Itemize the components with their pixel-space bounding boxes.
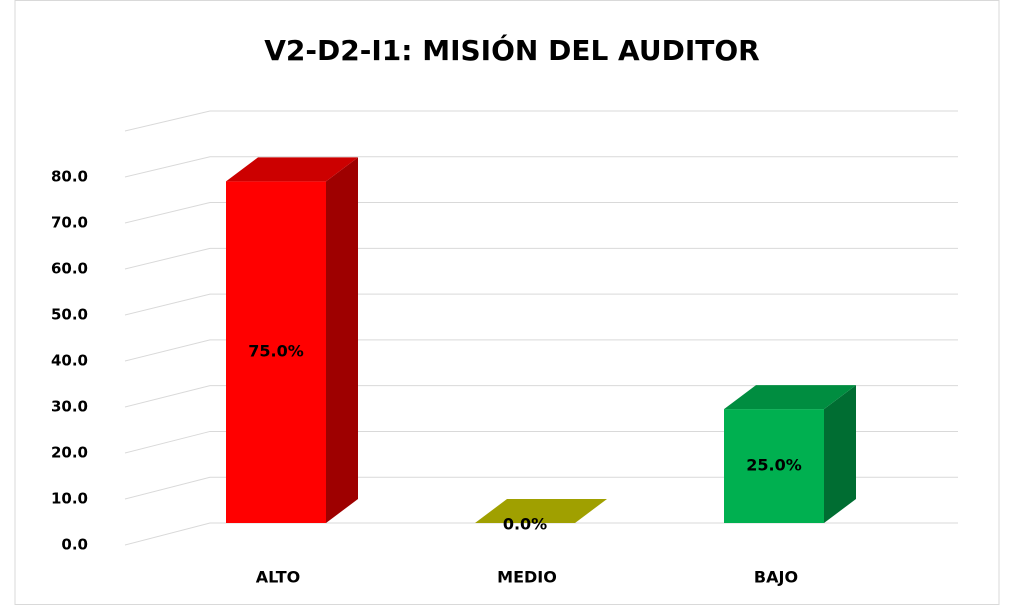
grid-line (124, 247, 958, 270)
bar-top (724, 385, 856, 410)
value-label: 0.0% (503, 515, 547, 534)
x-tick-label: MEDIO (497, 568, 557, 587)
y-tick-label: 20.0 (51, 444, 88, 462)
y-tick-label: 0.0 (61, 536, 88, 554)
x-tick-label: ALTO (256, 568, 300, 587)
grid-line (124, 476, 958, 500)
grid-line (124, 293, 958, 316)
y-tick-label: 50.0 (51, 306, 88, 324)
y-tick-label: 70.0 (51, 214, 88, 232)
x-tick-label: BAJO (754, 568, 798, 587)
grid-line (124, 385, 958, 408)
chart-title: V2-D2-I1: MISIÓN DEL AUDITOR (264, 33, 759, 67)
y-tick-label: 30.0 (51, 398, 88, 416)
y-tick-label: 60.0 (51, 260, 88, 278)
grid-line (124, 339, 958, 362)
grid-line (124, 110, 958, 132)
y-tick-label: 10.0 (51, 490, 88, 508)
bar-side (326, 157, 358, 524)
bar-front (724, 409, 824, 523)
grid-line (124, 430, 958, 454)
value-label: 75.0% (248, 342, 304, 361)
y-tick-label: 40.0 (51, 352, 88, 370)
bar-top (475, 499, 607, 523)
bar-front (226, 181, 326, 524)
grid-line (124, 522, 958, 546)
bar-side (824, 385, 856, 523)
bar-top (226, 157, 358, 182)
grid-line (124, 202, 958, 224)
y-tick-label: 80.0 (51, 168, 88, 186)
value-label: 25.0% (746, 456, 802, 475)
grid-line (124, 156, 958, 178)
